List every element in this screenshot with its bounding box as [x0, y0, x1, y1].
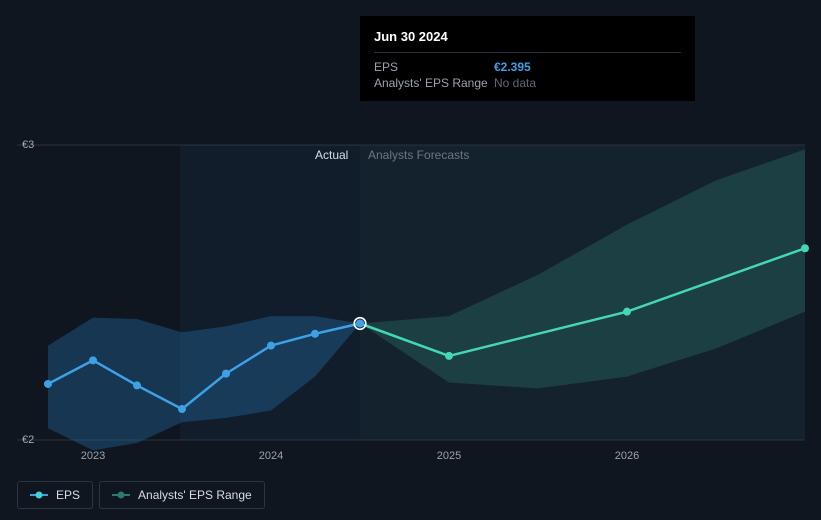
tooltip-date: Jun 30 2024 — [374, 28, 681, 53]
legend-item-eps-range[interactable]: Analysts' EPS Range — [99, 481, 265, 509]
legend-label: EPS — [56, 488, 80, 502]
tooltip-eps-label: EPS — [374, 59, 494, 75]
chart-tooltip: Jun 30 2024 EPS €2.395 Analysts' EPS Ran… — [360, 16, 695, 101]
section-label-forecast: Analysts Forecasts — [368, 148, 469, 162]
legend-swatch-icon — [112, 491, 130, 499]
section-label-actual: Actual — [315, 148, 348, 162]
tooltip-range-value: No data — [494, 75, 536, 91]
y-axis-label: €3 — [22, 139, 34, 151]
x-axis-label: 2026 — [615, 450, 639, 462]
y-axis-label: €2 — [22, 434, 34, 446]
tooltip-eps-value: €2.395 — [494, 59, 531, 75]
legend: EPS Analysts' EPS Range — [17, 481, 265, 509]
legend-label: Analysts' EPS Range — [138, 488, 252, 502]
legend-item-eps[interactable]: EPS — [17, 481, 93, 509]
legend-swatch-icon — [30, 491, 48, 499]
x-axis-label: 2023 — [81, 450, 105, 462]
tooltip-range-label: Analysts' EPS Range — [374, 75, 494, 91]
x-axis-label: 2024 — [259, 450, 283, 462]
x-axis-label: 2025 — [437, 450, 461, 462]
eps-chart: €3 €2 Actual Analysts Forecasts 2023 2024… — [0, 0, 821, 520]
